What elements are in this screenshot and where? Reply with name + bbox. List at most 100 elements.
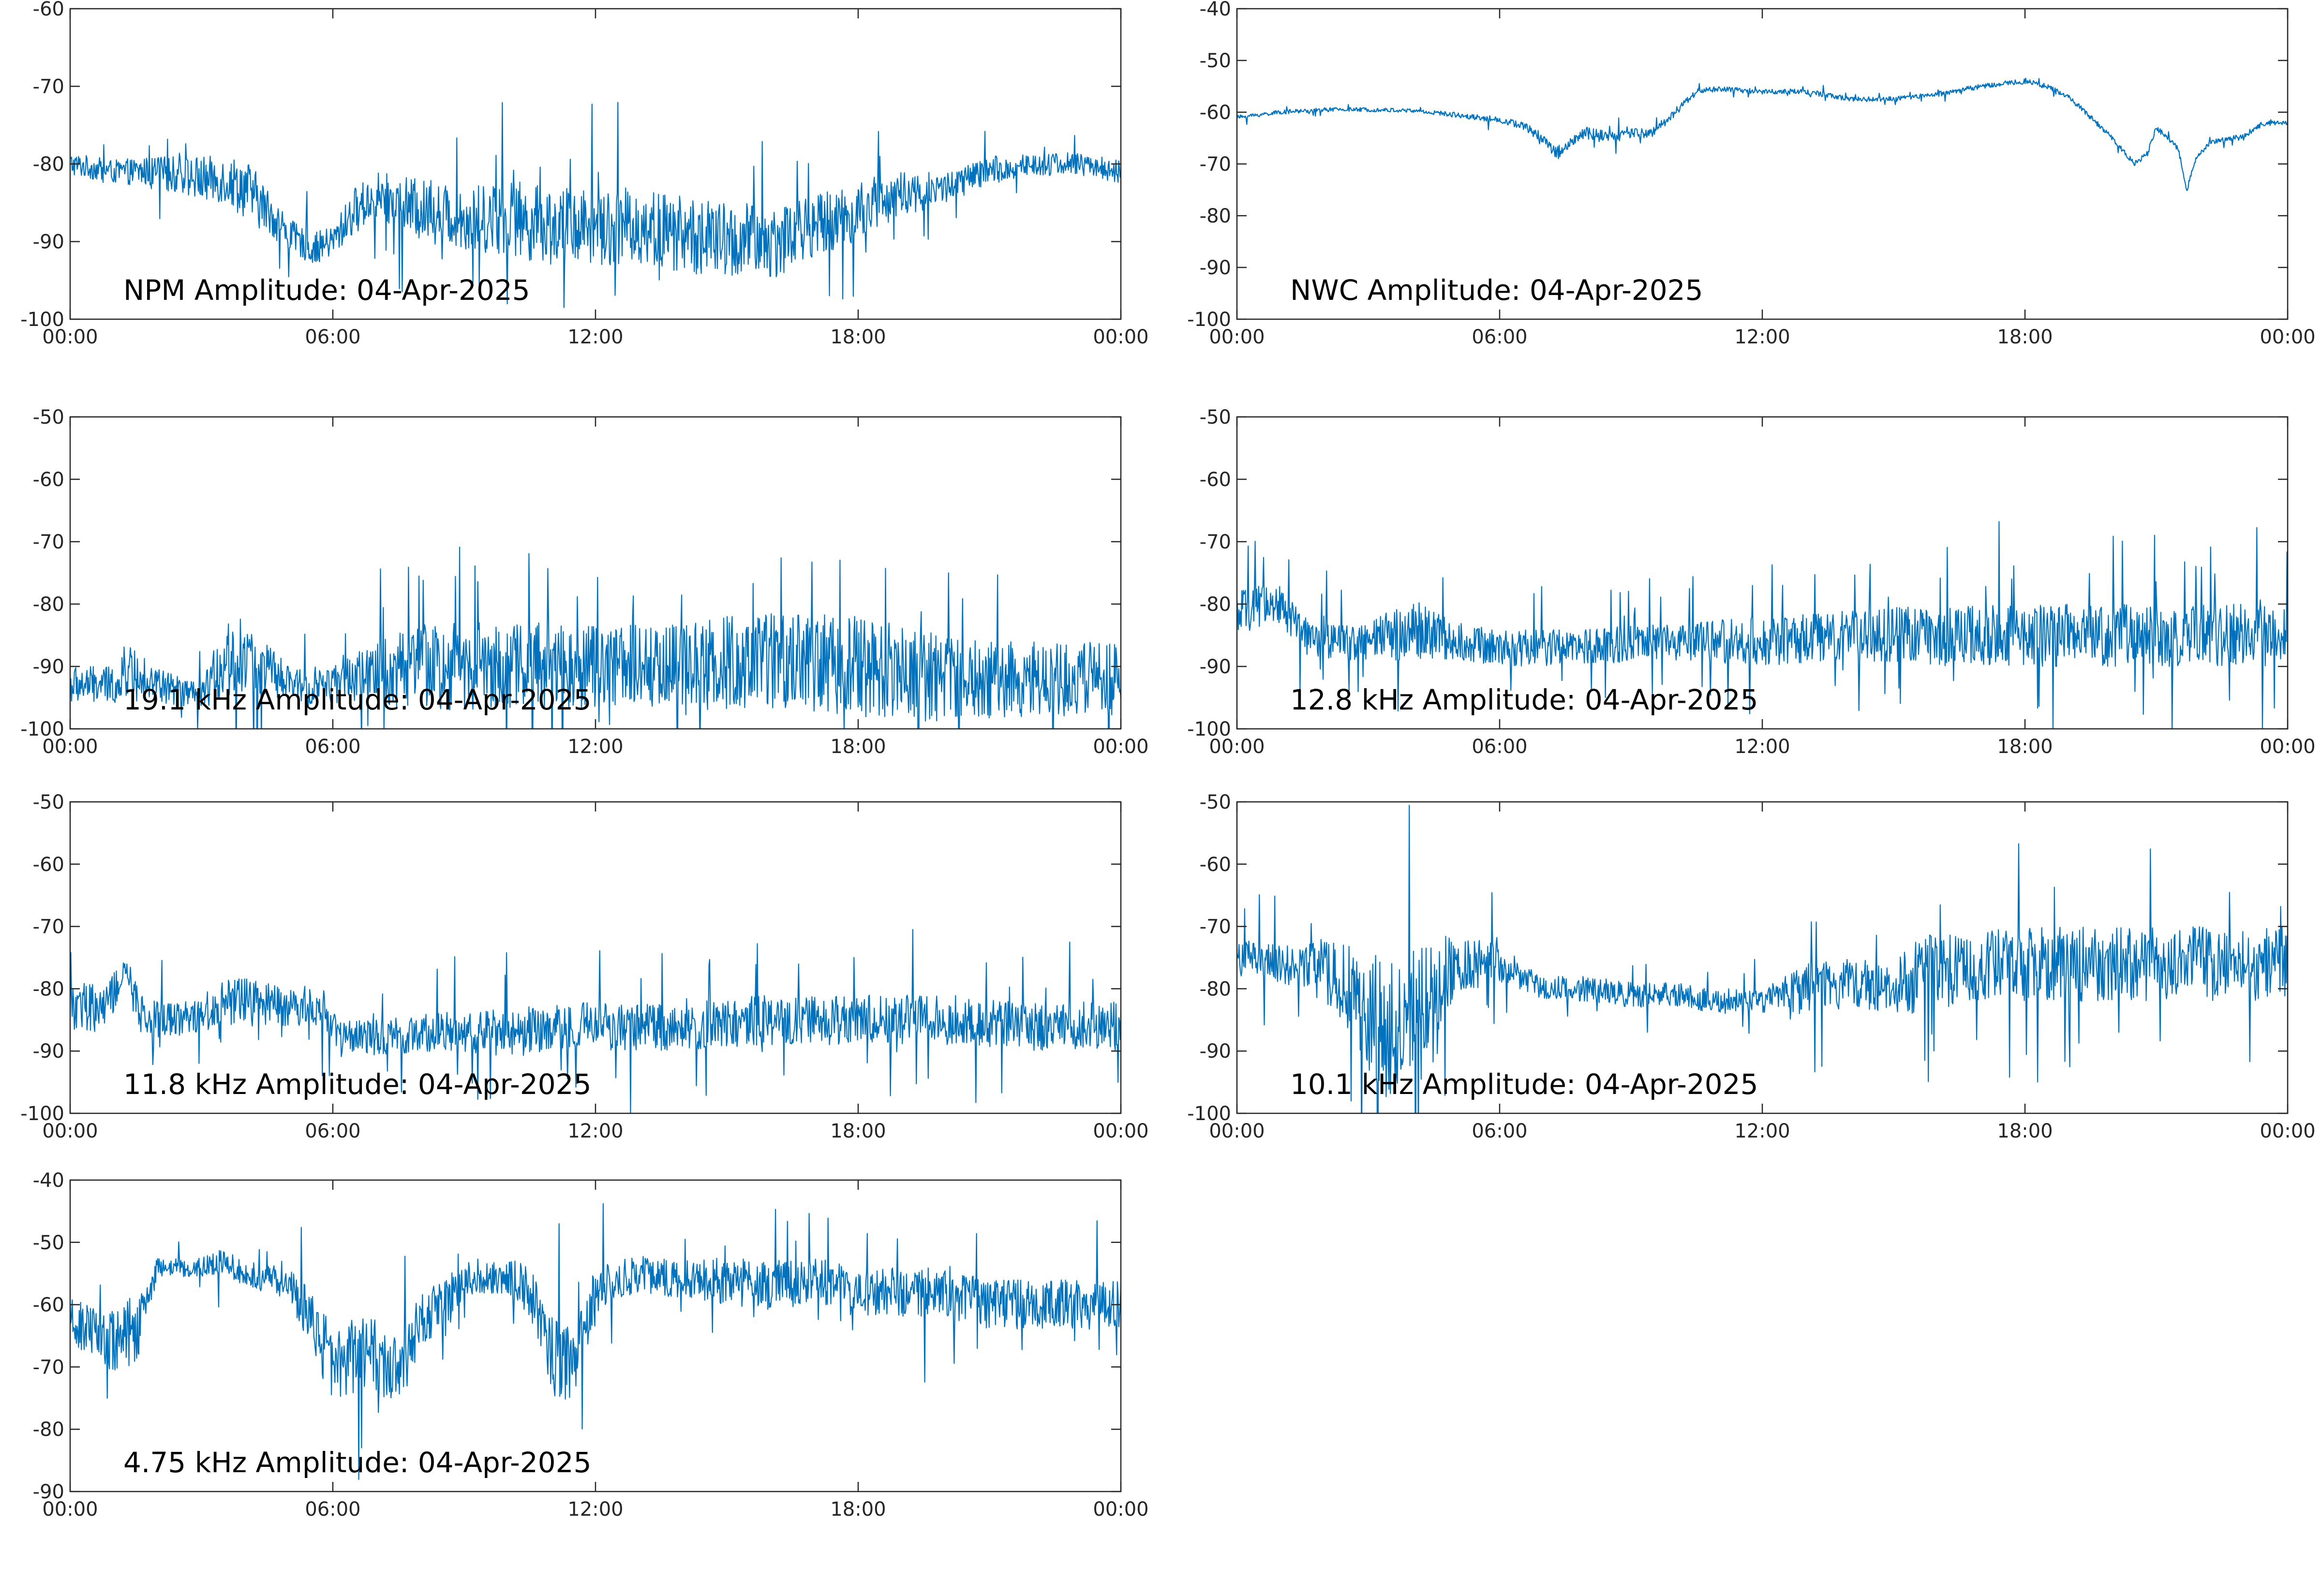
x-tick-label: 18:00: [830, 736, 886, 758]
x-tick-label: 18:00: [830, 1498, 886, 1521]
y-tick-label: -60: [1200, 854, 1231, 876]
x-tick-label: 12:00: [1734, 1120, 1790, 1142]
x-tick-label: 00:00: [1209, 736, 1265, 758]
x-tick-label: 12:00: [1734, 326, 1790, 348]
x-tick-label: 00:00: [1093, 736, 1148, 758]
y-tick-label: -50: [1200, 791, 1231, 813]
y-tick-label: -90: [33, 231, 64, 253]
y-tick-label: -60: [33, 0, 64, 20]
y-tick-label: -70: [33, 916, 64, 938]
y-tick-label: -50: [33, 406, 64, 429]
chart-panel: 00:00 06:00 12:00 18:00 00:00 -60 -70 -80 -90 -10…: [20, 0, 1148, 348]
y-tick-label: -90: [1200, 257, 1231, 279]
x-tick-label: 00:00: [1093, 1498, 1148, 1521]
x-tick-label: 12:00: [567, 326, 623, 348]
panel-title: 12.8 kHz Amplitude: 04-Apr-2025: [1290, 683, 1758, 716]
y-tick-label: -100: [20, 718, 64, 740]
panel-title: 19.1 kHz Amplitude: 04-Apr-2025: [123, 683, 591, 716]
amplitude-trace: [1237, 77, 2288, 191]
chart-panel: 00:00 06:00 12:00 18:00 00:00 -50 -60 -70 -80 -90…: [20, 406, 1148, 758]
x-tick-label: 18:00: [830, 326, 886, 348]
panel-title: 10.1 kHz Amplitude: 04-Apr-2025: [1290, 1068, 1758, 1101]
y-tick-label: -90: [1200, 656, 1231, 678]
y-tick-label: -70: [1200, 531, 1231, 553]
y-tick-label: -60: [33, 469, 64, 491]
x-tick-label: 06:00: [1472, 736, 1527, 758]
x-tick-label: 00:00: [42, 736, 98, 758]
y-tick-label: -100: [1187, 718, 1231, 740]
chart-panel: 00:00 06:00 12:00 18:00 00:00 -50 -60 -70 -80 -90…: [1187, 791, 2315, 1142]
x-tick-label: 06:00: [305, 326, 360, 348]
x-tick-label: 12:00: [567, 1120, 623, 1142]
y-tick-label: -60: [1200, 102, 1231, 124]
y-tick-label: -40: [33, 1169, 64, 1192]
y-tick-label: -80: [33, 593, 64, 616]
x-tick-label: 00:00: [2260, 736, 2315, 758]
y-tick-label: -80: [1200, 593, 1231, 616]
panel-title: 11.8 kHz Amplitude: 04-Apr-2025: [123, 1068, 591, 1101]
x-tick-label: 00:00: [1209, 1120, 1265, 1142]
y-tick-label: -60: [33, 854, 64, 876]
y-tick-label: -70: [33, 76, 64, 98]
y-tick-label: -50: [1200, 50, 1231, 72]
y-tick-label: -100: [1187, 1103, 1231, 1125]
amplitude-trace: [1237, 805, 2288, 1113]
y-tick-label: -80: [1200, 205, 1231, 227]
x-tick-label: 00:00: [42, 1120, 98, 1142]
amplitude-trace: [70, 102, 1121, 308]
y-tick-label: -50: [33, 791, 64, 813]
y-tick-label: -70: [33, 531, 64, 553]
y-tick-label: -90: [33, 1040, 64, 1063]
y-tick-label: -100: [1187, 309, 1231, 331]
x-tick-label: 18:00: [1997, 1120, 2053, 1142]
y-tick-label: -80: [1200, 978, 1231, 1000]
y-tick-label: -80: [33, 1419, 64, 1441]
chart-panel: 00:00 06:00 12:00 18:00 00:00 -50 -60 -70 -80 -90…: [20, 791, 1148, 1142]
y-tick-label: -90: [33, 656, 64, 678]
x-tick-label: 18:00: [830, 1120, 886, 1142]
x-tick-label: 00:00: [1093, 326, 1148, 348]
x-tick-label: 18:00: [1997, 736, 2053, 758]
amplitude-trace: [70, 547, 1121, 729]
y-tick-label: -70: [1200, 916, 1231, 938]
x-tick-label: 12:00: [567, 736, 623, 758]
chart-panel: 00:00 06:00 12:00 18:00 00:00 -40 -50 -60 -70 -80…: [1187, 0, 2315, 348]
panel-title: NWC Amplitude: 04-Apr-2025: [1290, 274, 1703, 307]
x-tick-label: 06:00: [1472, 326, 1527, 348]
x-tick-label: 00:00: [42, 326, 98, 348]
x-tick-label: 00:00: [1209, 326, 1265, 348]
panel-title: 4.75 kHz Amplitude: 04-Apr-2025: [123, 1446, 591, 1479]
y-tick-label: -80: [33, 978, 64, 1000]
y-tick-label: -90: [33, 1481, 64, 1503]
x-tick-label: 00:00: [2260, 326, 2315, 348]
x-tick-label: 06:00: [1472, 1120, 1527, 1142]
y-tick-label: -40: [1200, 0, 1231, 20]
y-tick-label: -60: [1200, 469, 1231, 491]
chart-panel: 00:00 06:00 12:00 18:00 00:00 -40 -50 -60 -70 -80…: [33, 1169, 1149, 1521]
x-tick-label: 00:00: [42, 1498, 98, 1521]
y-tick-label: -70: [33, 1356, 64, 1378]
y-tick-label: -80: [33, 153, 64, 176]
x-tick-label: 06:00: [305, 1120, 360, 1142]
y-tick-label: -90: [1200, 1040, 1231, 1063]
panels: 00:00 06:00 12:00 18:00 00:00 -60 -70 -80 -90 -10…: [20, 0, 2315, 1521]
chart-panel: 00:00 06:00 12:00 18:00 00:00 -50 -60 -70 -80 -90…: [1187, 406, 2315, 758]
y-tick-label: -100: [20, 1103, 64, 1125]
x-tick-label: 00:00: [1093, 1120, 1148, 1142]
panel-title: NPM Amplitude: 04-Apr-2025: [123, 274, 530, 307]
x-tick-label: 12:00: [567, 1498, 623, 1521]
y-tick-label: -50: [33, 1232, 64, 1254]
y-tick-label: -70: [1200, 153, 1231, 176]
amplitude-trace: [1237, 521, 2288, 729]
x-tick-label: 18:00: [1997, 326, 2053, 348]
y-tick-label: -60: [33, 1294, 64, 1316]
amplitude-trace: [70, 1203, 1121, 1480]
y-tick-label: -50: [1200, 406, 1231, 429]
amplitude-trace: [70, 929, 1121, 1113]
y-tick-label: -100: [20, 309, 64, 331]
x-tick-label: 06:00: [305, 1498, 360, 1521]
x-tick-label: 12:00: [1734, 736, 1790, 758]
x-tick-label: 06:00: [305, 736, 360, 758]
